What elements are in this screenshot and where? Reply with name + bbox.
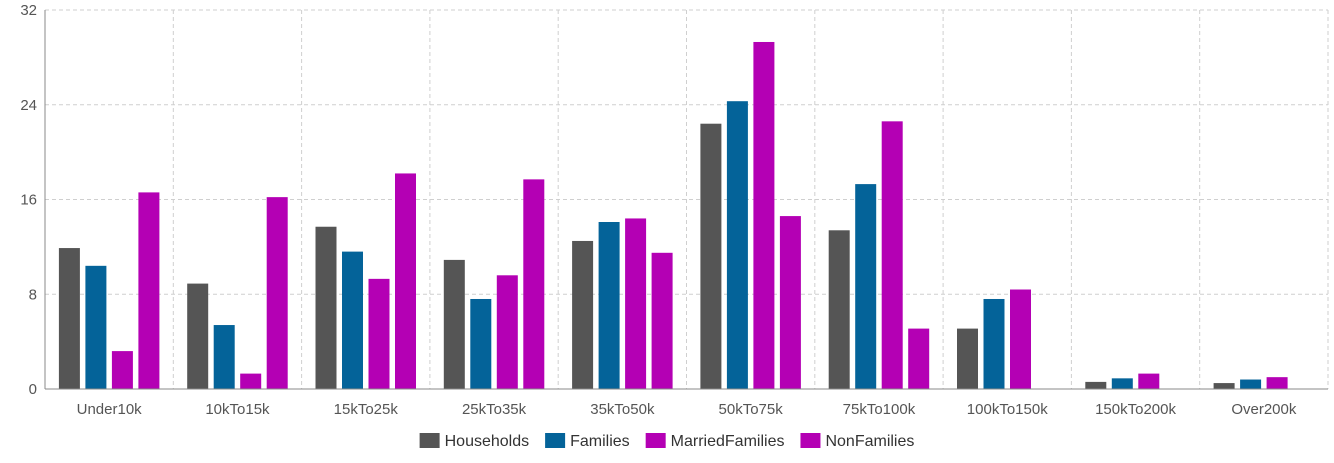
x-tick-label: 75kTo100k: [843, 401, 916, 418]
bars-layer: [58, 41, 1288, 390]
legend-item-nonfamilies[interactable]: NonFamilies: [800, 433, 914, 450]
x-tick-label: 50kTo75k: [719, 401, 784, 418]
bar-nonfamilies-25kto35k: [523, 179, 545, 389]
x-tick-label: 10kTo15k: [205, 401, 270, 418]
bar-families-15kto25k: [342, 251, 363, 389]
legend-item-households[interactable]: Households: [419, 433, 530, 450]
bar-households-25kto35k: [443, 259, 465, 389]
bar-marriedfamilies-35kto50k: [625, 218, 647, 389]
y-tick-label: 32: [20, 2, 37, 19]
bar-families-35kto50k: [598, 222, 620, 389]
bar-marriedfamilies-under10k: [111, 351, 133, 389]
y-tick-label: 8: [29, 286, 37, 303]
x-tick-label: 100kTo150k: [967, 401, 1048, 418]
x-tick-label: 25kTo35k: [462, 401, 527, 418]
axis-layer: 0 8 16 24 32 Under10k 10kTo15k 15kTo25k 25kTo35k…: [20, 2, 1328, 418]
bar-households-100kto150k: [957, 328, 978, 389]
legend-swatch: [419, 433, 440, 448]
bar-families-50kto75k: [726, 101, 748, 390]
x-tick-label: 35kTo50k: [590, 401, 655, 418]
bar-marriedfamilies-50kto75k: [753, 41, 775, 390]
bar-households-50kto75k: [700, 123, 722, 389]
legend-swatch: [545, 433, 566, 448]
legend-label: Households: [445, 433, 530, 450]
y-tick-label: 24: [20, 97, 37, 114]
bar-marriedfamilies-10kto15k: [240, 373, 262, 389]
legend-swatch: [800, 433, 821, 448]
bar-marriedfamilies-15kto25k: [368, 278, 390, 389]
legend: Households Families MarriedFamilies NonFami…: [419, 433, 914, 450]
legend-item-families[interactable]: Families: [545, 433, 630, 450]
bar-families-150kto200k: [1111, 378, 1133, 389]
bar-households-35kto50k: [572, 240, 594, 389]
legend-swatch: [645, 433, 666, 448]
bar-nonfamilies-50kto75k: [779, 216, 801, 389]
x-tick-label: Over200k: [1231, 401, 1297, 418]
bar-families-100kto150k: [983, 298, 1005, 389]
bar-nonfamilies-75kto100k: [908, 328, 930, 389]
bar-marriedfamilies-150kto200k: [1138, 373, 1160, 389]
bar-families-10kto15k: [213, 325, 235, 389]
bar-households-75kto100k: [828, 230, 850, 389]
bar-marriedfamilies-100kto150k: [1010, 289, 1031, 389]
bar-nonfamilies-15kto25k: [395, 173, 416, 389]
bar-households-over200k: [1213, 383, 1235, 389]
bar-families-under10k: [85, 265, 107, 389]
bar-households-under10k: [58, 248, 80, 389]
legend-label: Families: [570, 433, 630, 450]
bar-nonfamilies-10kto15k: [266, 197, 288, 389]
grid-layer: [44, 9, 1329, 389]
bar-marriedfamilies-over200k: [1266, 377, 1288, 389]
bar-households-15kto25k: [315, 226, 337, 389]
bar-marriedfamilies-75kto100k: [881, 121, 903, 390]
bar-households-10kto15k: [187, 283, 209, 389]
x-tick-label: Under10k: [77, 401, 143, 418]
bar-nonfamilies-under10k: [138, 192, 160, 389]
bar-marriedfamilies-25kto35k: [496, 275, 518, 389]
legend-item-marriedfamilies[interactable]: MarriedFamilies: [645, 433, 785, 450]
x-tick-label: 15kTo25k: [334, 401, 399, 418]
y-tick-label: 0: [29, 381, 37, 398]
bar-families-over200k: [1240, 379, 1262, 389]
bar-nonfamilies-35kto50k: [651, 252, 673, 389]
bar-households-150kto200k: [1085, 381, 1107, 389]
bar-families-25kto35k: [470, 298, 492, 389]
x-tick-label: 150kTo200k: [1095, 401, 1176, 418]
legend-label: NonFamilies: [825, 433, 914, 450]
bar-families-75kto100k: [855, 184, 877, 389]
y-tick-label: 16: [20, 192, 37, 209]
legend-label: MarriedFamilies: [671, 433, 785, 450]
